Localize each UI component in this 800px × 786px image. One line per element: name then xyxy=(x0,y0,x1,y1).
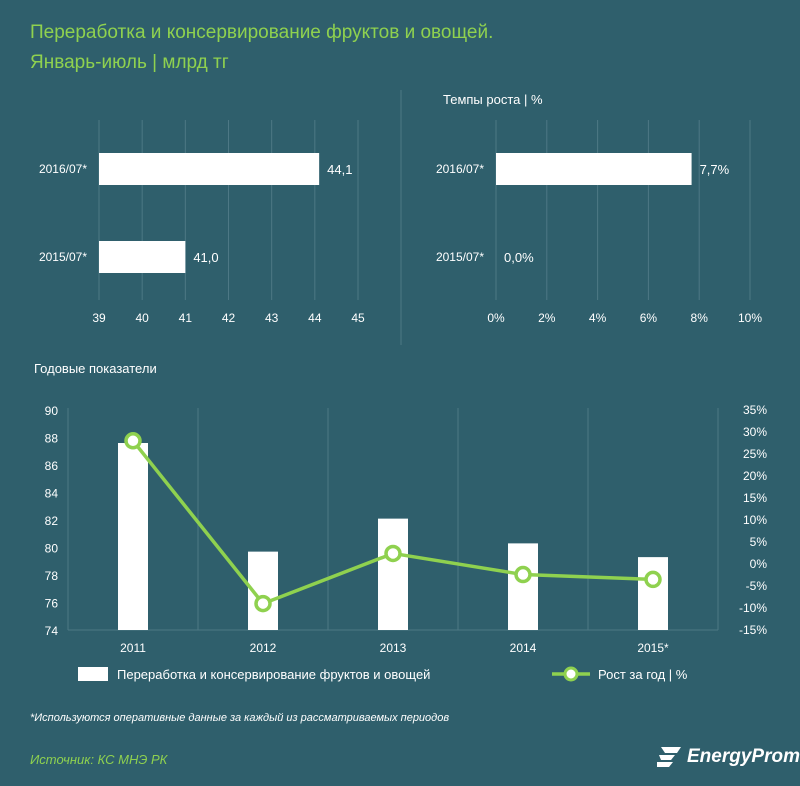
x-tick-label: 2013 xyxy=(380,641,407,655)
category-label: 2015/07* xyxy=(39,250,87,264)
category-label: 2016/07* xyxy=(39,162,87,176)
x-tick-label: 4% xyxy=(589,311,607,325)
y-right-tick-label: 25% xyxy=(743,447,767,461)
bar xyxy=(99,241,186,273)
x-tick-label: 2011 xyxy=(120,641,146,655)
footnote: *Используются оперативные данные за кажд… xyxy=(30,712,450,724)
x-tick-label: 8% xyxy=(691,311,709,325)
bar xyxy=(118,443,148,630)
x-tick-label: 45 xyxy=(351,311,365,325)
y-right-tick-label: 15% xyxy=(743,491,767,505)
energyprom-logo-icon xyxy=(657,747,681,767)
y-left-tick-label: 90 xyxy=(45,404,59,418)
line-point xyxy=(384,544,402,563)
bar xyxy=(638,557,668,630)
category-label: 2015/07* xyxy=(436,250,484,264)
value-label: 7,7% xyxy=(700,162,730,177)
y-left-tick-label: 78 xyxy=(45,569,59,583)
y-right-tick-label: 10% xyxy=(743,513,767,527)
annual-title: Годовые показатели xyxy=(34,361,157,376)
source-note: Источник: КС МНЭ РК xyxy=(30,752,168,767)
line-point xyxy=(124,432,142,450)
x-tick-label: 43 xyxy=(265,311,279,325)
x-tick-label: 2% xyxy=(538,311,556,325)
chart-january-july-volume: 39 40 41 42 43 44 45 2016/07* 44,1 2015/07* 41,0 xyxy=(39,120,365,325)
bar xyxy=(508,543,538,630)
line-point xyxy=(644,570,662,589)
y-right-tick-label: 0% xyxy=(750,557,768,571)
x-tick-label: 10% xyxy=(738,311,762,325)
x-tick-label: 41 xyxy=(179,311,193,325)
y-left-tick-label: 76 xyxy=(45,597,59,611)
y-left-tick-label: 86 xyxy=(45,459,59,473)
y-left-tick-label: 82 xyxy=(45,514,59,528)
value-label: 0,0% xyxy=(504,250,534,265)
y-right-tick-label: 20% xyxy=(743,469,767,483)
y-left-tick-label: 84 xyxy=(45,487,59,501)
y-right-tick-label: -5% xyxy=(746,579,768,593)
bar xyxy=(496,153,692,185)
y-left-tick-label: 88 xyxy=(45,432,59,446)
bar xyxy=(378,518,408,630)
legend-swatch-bar xyxy=(78,667,108,681)
y-right-tick-label: -10% xyxy=(739,601,767,615)
line-point xyxy=(514,565,532,584)
legend-swatch-point xyxy=(563,666,579,682)
x-tick-label: 0% xyxy=(487,311,505,325)
value-label: 44,1 xyxy=(327,162,352,177)
y-right-tick-label: 35% xyxy=(743,403,767,417)
line-point xyxy=(254,594,272,613)
y-right-tick-label: -15% xyxy=(739,623,767,637)
y-right-tick-label: 30% xyxy=(743,425,767,439)
x-tick-label: 42 xyxy=(222,311,236,325)
x-tick-label: 6% xyxy=(640,311,658,325)
category-label: 2016/07* xyxy=(436,162,484,176)
legend-label: Рост за год | % xyxy=(598,667,688,682)
x-tick-label: 2015* xyxy=(637,641,669,655)
y-right-tick-label: 5% xyxy=(750,535,768,549)
value-label: 41,0 xyxy=(193,250,218,265)
bar xyxy=(99,153,320,185)
chart-growth-rate: 0% 2% 4% 6% 8% 10% Темпы роста | % 2016/07* 7,7%… xyxy=(436,92,762,325)
panel-title: Темпы роста | % xyxy=(443,92,543,107)
y-left-tick-label: 80 xyxy=(45,542,59,556)
x-tick-label: 39 xyxy=(92,311,106,325)
chart-subtitle: Январь-июль | млрд тг xyxy=(30,52,229,73)
x-tick-label: 44 xyxy=(308,311,322,325)
logo: EnergyProm xyxy=(655,745,800,769)
x-tick-label: 2014 xyxy=(510,641,537,655)
logo-text: EnergyProm xyxy=(687,746,800,767)
legend-label: Переработка и консервирование фруктов и … xyxy=(117,667,430,682)
y-left-tick-label: 74 xyxy=(45,624,59,638)
chart-title: Переработка и консервирование фруктов и … xyxy=(30,22,494,43)
x-tick-label: 2012 xyxy=(250,641,277,655)
chart-annual-indicators: Годовые показатели 74 76 78 80 82 84 86 88 90 -15%… xyxy=(34,361,767,682)
x-tick-label: 40 xyxy=(135,311,149,325)
